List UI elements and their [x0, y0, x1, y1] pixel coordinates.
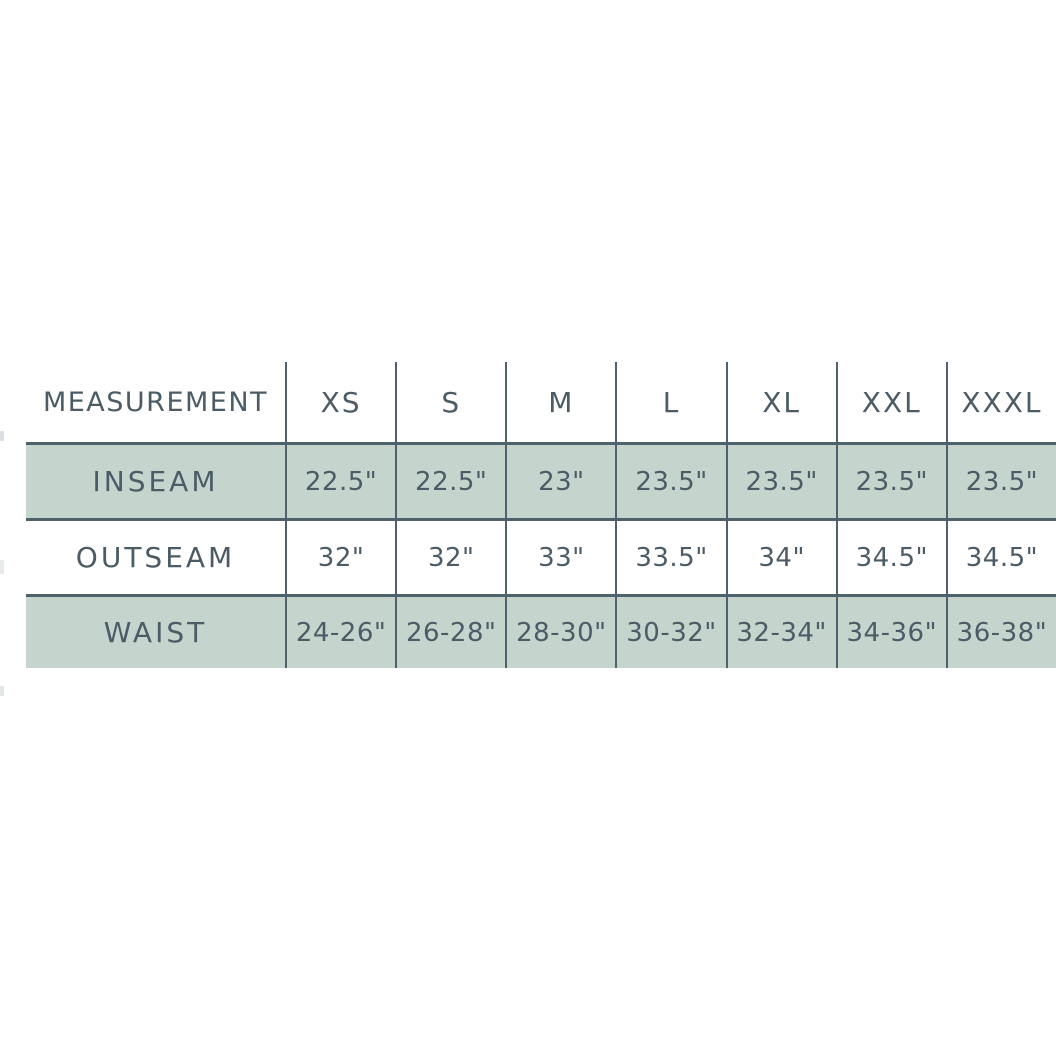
waist-xxl: 34-36" [835, 594, 946, 668]
waist-s: 26-28" [395, 594, 506, 668]
outseam-xs: 32" [285, 518, 396, 594]
left-edge-artifact [0, 686, 4, 696]
inseam-xl: 23.5" [725, 442, 836, 518]
column-header-m: M [505, 362, 616, 442]
column-header-s: S [395, 362, 506, 442]
size-chart-table: MEASUREMENT XS S M L XL XXL XXXL INSEAM … [26, 362, 1056, 668]
waist-xs: 24-26" [285, 594, 396, 668]
inseam-m: 23" [505, 442, 616, 518]
outseam-m: 33" [505, 518, 616, 594]
left-edge-artifact [0, 431, 4, 441]
column-header-xxxl: XXXL [945, 362, 1056, 442]
column-header-xxl: XXL [835, 362, 946, 442]
column-header-xs: XS [285, 362, 396, 442]
outseam-xxxl: 34.5" [945, 518, 1056, 594]
outseam-l: 33.5" [615, 518, 726, 594]
row-label-inseam: INSEAM [26, 442, 285, 518]
outseam-xxl: 34.5" [835, 518, 946, 594]
column-header-xl: XL [725, 362, 836, 442]
waist-xl: 32-34" [725, 594, 836, 668]
left-edge-artifact [0, 560, 4, 574]
column-header-measurement: MEASUREMENT [26, 362, 285, 442]
inseam-s: 22.5" [395, 442, 506, 518]
outseam-xl: 34" [725, 518, 836, 594]
column-header-l: L [615, 362, 726, 442]
outseam-s: 32" [395, 518, 506, 594]
waist-xxxl: 36-38" [945, 594, 1056, 668]
inseam-xxxl: 23.5" [945, 442, 1056, 518]
inseam-xxl: 23.5" [835, 442, 946, 518]
row-label-waist: WAIST [26, 594, 285, 668]
waist-m: 28-30" [505, 594, 616, 668]
waist-l: 30-32" [615, 594, 726, 668]
inseam-xs: 22.5" [285, 442, 396, 518]
row-label-outseam: OUTSEAM [26, 518, 285, 594]
inseam-l: 23.5" [615, 442, 726, 518]
